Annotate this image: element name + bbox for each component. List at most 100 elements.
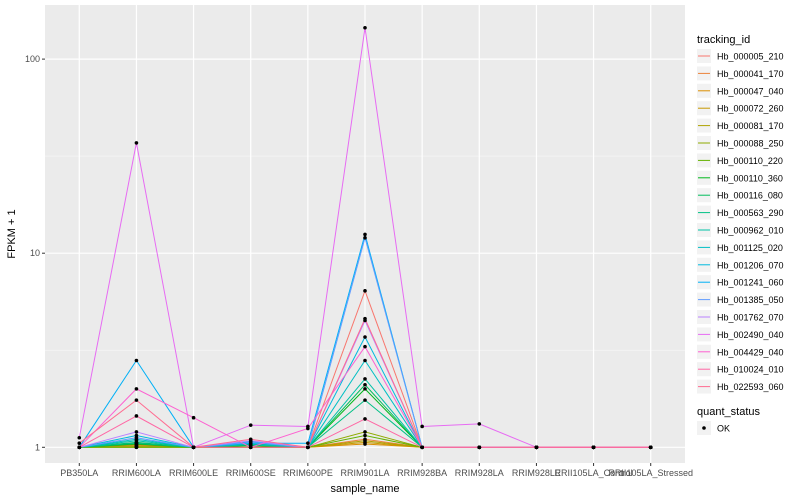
legend-item: Hb_000110_220	[697, 153, 783, 168]
y-axis: 1 10 100	[25, 54, 45, 452]
legend-item: Hb_000081_170	[697, 118, 784, 133]
legend2-item: OK	[697, 421, 730, 435]
x-axis-title: sample_name	[330, 483, 399, 495]
x-tick-label: RRIM600PE	[283, 468, 333, 478]
data-point	[363, 387, 367, 391]
data-point	[191, 445, 196, 450]
legend: tracking_id Hb_000005_210 Hb_000041_170 Hb_…	[697, 34, 784, 435]
legend-item: Hb_001125_020	[697, 240, 783, 255]
legend-label: Hb_010024_010	[717, 365, 784, 375]
x-tick-label: RRII105LA_Control	[555, 468, 633, 478]
data-point	[363, 289, 367, 293]
data-point	[134, 414, 139, 418]
x-tick-label: RRIM600SE	[226, 468, 276, 478]
data-point	[363, 232, 367, 237]
data-point	[248, 423, 253, 427]
data-point	[363, 335, 367, 339]
legend-label: Hb_000088_250	[717, 139, 784, 149]
legend-label: Hb_000110_220	[717, 156, 783, 166]
data-point	[134, 358, 139, 363]
data-point	[134, 141, 139, 145]
data-point	[363, 382, 367, 387]
y-axis-title: FPKM + 1	[6, 209, 18, 258]
legend-item: Hb_001762_070	[697, 310, 784, 324]
legend-label: Hb_000116_080	[717, 191, 783, 201]
legend2-title: quant_status	[697, 406, 760, 418]
data-point	[306, 441, 310, 445]
x-tick-label: RRIM928LA	[455, 468, 504, 478]
data-point	[248, 437, 253, 442]
legend-item: Hb_000110_360	[697, 170, 783, 185]
legend-item: Hb_001385_050	[697, 292, 784, 307]
legend-item: Hb_002490_040	[697, 327, 784, 342]
legend-label: Hb_000047_040	[717, 86, 784, 96]
data-point	[77, 441, 82, 445]
legend-label: Hb_001206_070	[717, 260, 784, 270]
data-point	[134, 430, 139, 434]
legend-label: Hb_000081_170	[717, 121, 784, 131]
y-tick-label: 100	[25, 54, 40, 64]
data-point	[134, 435, 139, 440]
y-tick-label: 10	[30, 248, 40, 258]
legend-label: Hb_001241_060	[717, 278, 784, 288]
data-point	[306, 426, 310, 431]
data-point	[191, 415, 196, 420]
legend-label: Hb_000005_210	[717, 52, 784, 62]
data-point	[77, 445, 82, 450]
data-point	[306, 445, 310, 450]
data-point	[248, 445, 253, 450]
data-point	[134, 445, 139, 450]
legend-label: Hb_000110_360	[717, 173, 783, 183]
legend-label: Hb_004429_040	[717, 347, 784, 357]
data-point	[363, 439, 367, 443]
data-point	[591, 445, 596, 450]
legend-label: Hb_000962_010	[717, 226, 784, 236]
series-points	[77, 25, 653, 450]
legend-item: Hb_001206_070	[697, 257, 784, 272]
x-tick-label: RRII105LA_Stressed	[608, 468, 693, 478]
legend-item: Hb_000962_010	[697, 223, 784, 237]
data-point	[363, 316, 367, 321]
data-point	[534, 445, 539, 450]
legend-item: Hb_001241_060	[697, 275, 784, 290]
legend-item: Hb_000088_250	[697, 136, 784, 150]
data-point	[363, 236, 367, 240]
data-point	[363, 417, 367, 421]
data-point	[134, 387, 139, 391]
legend2-label: OK	[717, 424, 730, 434]
data-point	[420, 445, 424, 450]
legend-label: Hb_000041_170	[717, 69, 784, 79]
legend-label: Hb_000072_260	[717, 104, 784, 114]
data-point	[77, 435, 82, 440]
y-tick-label: 1	[35, 442, 40, 452]
x-tick-label: RRIM928BA	[397, 468, 447, 478]
legend-label: Hb_022593_060	[717, 382, 784, 392]
data-point	[363, 25, 367, 30]
legend-label: Hb_002490_040	[717, 330, 784, 340]
x-tick-label: RRIM600LE	[169, 468, 218, 478]
legend-item: Hb_004429_040	[697, 344, 784, 359]
legend-item: Hb_000047_040	[697, 83, 784, 98]
legend-item: Hb_000072_260	[697, 101, 784, 116]
data-point	[420, 424, 424, 429]
legend-item: Hb_000563_290	[697, 205, 784, 220]
x-axis: PB350LA RRIM600LA RRIM600LE RRIM600SE RRIM60…	[60, 463, 693, 478]
data-point	[477, 445, 482, 450]
x-tick-label: RRIM901LA	[340, 468, 389, 478]
data-point	[363, 377, 367, 381]
data-point	[648, 445, 653, 450]
data-point	[134, 398, 139, 402]
legend-item: Hb_000005_210	[697, 49, 784, 63]
legend-label: Hb_001385_050	[717, 295, 784, 305]
legend2-key-point	[702, 426, 706, 430]
legend-item: Hb_010024_010	[697, 362, 784, 377]
x-tick-label: RRIM928LE	[512, 468, 561, 478]
legend-label: Hb_001125_020	[717, 243, 783, 253]
legend-item: Hb_000041_170	[697, 66, 784, 81]
legend-item: Hb_000116_080	[697, 188, 783, 203]
data-point	[363, 344, 367, 349]
x-tick-label: PB350LA	[60, 468, 98, 478]
data-point	[363, 398, 367, 402]
data-point	[363, 433, 367, 438]
